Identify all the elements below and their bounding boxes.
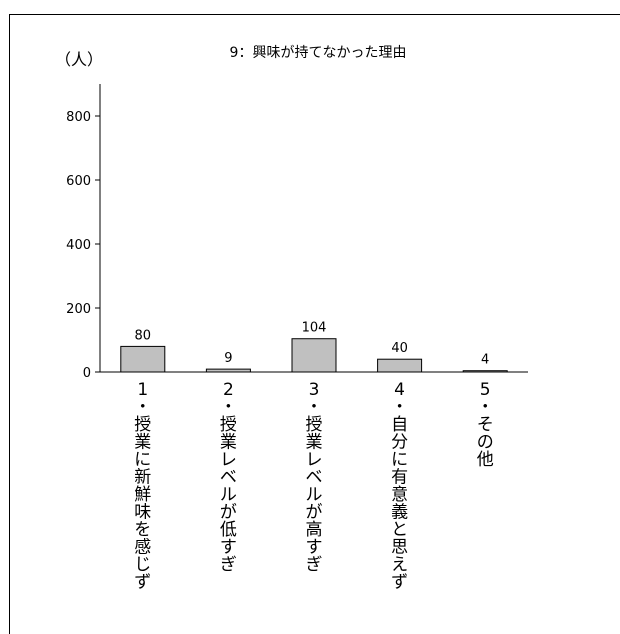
x-tick-label: 4 ・自分に有意義と思えず [391, 380, 408, 593]
y-tick-label: 0 [83, 366, 91, 381]
y-tick-label: 600 [66, 174, 91, 189]
x-tick-label: 3 ・授業レベルが高すぎ [306, 380, 323, 575]
bar-value-label: 9 [224, 351, 232, 366]
bar [377, 358, 423, 373]
x-tick-label: 1 ・授業に新鮮味を感じず [134, 380, 151, 593]
chart-title: 9：興味が持てなかった理由 [230, 45, 407, 61]
x-tick-label: 2 ・授業レベルが低すぎ [220, 380, 237, 575]
bar [120, 345, 166, 373]
y-axis-label: （人） [55, 50, 103, 69]
bar [205, 368, 251, 373]
bar-value-label: 4 [481, 353, 489, 368]
bar [462, 370, 508, 373]
bar-value-label: 104 [302, 321, 327, 336]
bar [291, 338, 337, 373]
y-tick-label: 400 [66, 238, 91, 253]
bar-value-label: 80 [135, 328, 152, 343]
y-tick-label: 200 [66, 302, 91, 317]
y-tick-label: 800 [66, 110, 91, 125]
x-tick-label: 5 ・その他 [477, 380, 494, 470]
bar-value-label: 40 [391, 341, 408, 356]
chart-frame [9, 14, 620, 634]
